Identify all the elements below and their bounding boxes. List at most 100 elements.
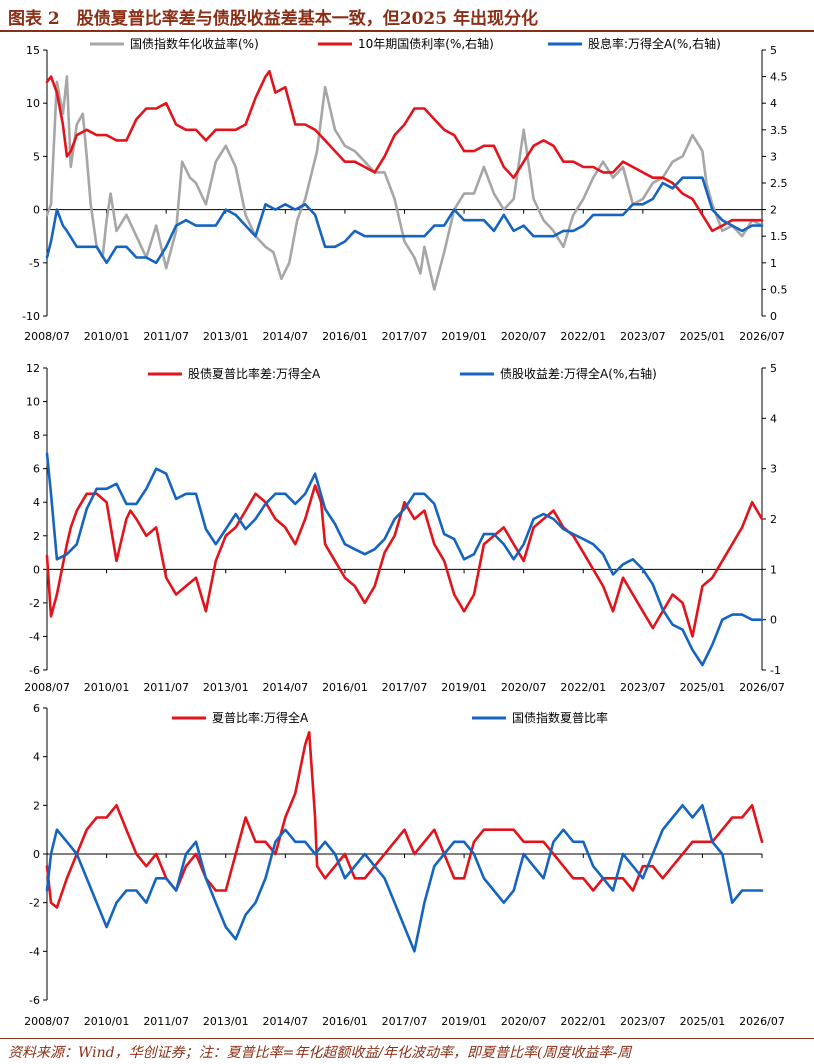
y-left-tick-label: 10 xyxy=(26,396,40,409)
x-tick-label: 2019/01 xyxy=(441,330,487,343)
y-left-tick-label: -10 xyxy=(22,310,40,323)
y-left-tick-label: 12 xyxy=(26,362,40,375)
x-tick-label: 2022/01 xyxy=(560,330,606,343)
source-note: 资料来源：Wind，华创证券；注：夏普比率=年化超额收益/年化波动率，即夏普比率… xyxy=(0,1038,814,1064)
x-tick-label: 2019/01 xyxy=(441,681,487,694)
x-tick-label: 2008/07 xyxy=(24,681,70,694)
y-left-tick-label: 0 xyxy=(33,204,40,217)
y-left-tick-label: -6 xyxy=(29,664,40,677)
legend-label-2: 10年期国债利率(%,右轴) xyxy=(358,36,494,51)
x-tick-label: 2014/07 xyxy=(262,1015,308,1028)
y-left-tick-label: 5 xyxy=(33,150,40,163)
x-tick-label: 2026/07 xyxy=(739,681,785,694)
y-right-tick-label: 3 xyxy=(770,150,777,163)
series-line-2 xyxy=(45,804,764,953)
series-line-1 xyxy=(45,731,764,909)
x-tick-label: 2013/01 xyxy=(203,330,249,343)
y-left-tick-label: -4 xyxy=(29,630,40,643)
x-tick-label: 2025/01 xyxy=(680,330,726,343)
note-rule xyxy=(0,1038,814,1039)
x-tick-label: 2016/01 xyxy=(322,330,368,343)
x-tick-label: 2022/01 xyxy=(560,681,606,694)
x-tick-label: 2026/07 xyxy=(739,330,785,343)
y-left-tick-label: -4 xyxy=(29,945,40,958)
x-tick-label: 2010/01 xyxy=(84,1015,130,1028)
x-tick-label: 2011/07 xyxy=(143,330,189,343)
x-tick-label: 2017/07 xyxy=(382,330,428,343)
x-tick-label: 2023/07 xyxy=(620,1015,666,1028)
x-tick-label: 2011/07 xyxy=(143,1015,189,1028)
series-line-2 xyxy=(45,70,764,233)
y-right-tick-label: -1 xyxy=(770,664,781,677)
y-right-tick-label: 1 xyxy=(770,257,777,270)
x-tick-label: 2011/07 xyxy=(143,681,189,694)
y-right-tick-label: 4.5 xyxy=(770,71,788,84)
x-tick-label: 2010/01 xyxy=(84,330,130,343)
x-tick-label: 2023/07 xyxy=(620,681,666,694)
y-left-tick-label: -5 xyxy=(29,257,40,270)
x-tick-label: 2025/01 xyxy=(680,1015,726,1028)
x-tick-label: 2013/01 xyxy=(203,681,249,694)
x-tick-label: 2008/07 xyxy=(24,1015,70,1028)
y-left-tick-label: 6 xyxy=(33,702,40,715)
y-right-tick-label: 2 xyxy=(770,513,777,526)
y-right-tick-label: 4 xyxy=(770,97,777,110)
y-left-tick-label: 6 xyxy=(33,463,40,476)
y-right-tick-label: 2 xyxy=(770,204,777,217)
x-tick-label: 2013/01 xyxy=(203,1015,249,1028)
legend-label-3: 股息率:万得全A(%,右轴) xyxy=(588,36,721,51)
x-tick-label: 2020/07 xyxy=(501,1015,547,1028)
x-tick-label: 2017/07 xyxy=(382,681,428,694)
y-right-tick-label: 3.5 xyxy=(770,124,788,137)
y-left-tick-label: 2 xyxy=(33,530,40,543)
y-right-tick-label: 1 xyxy=(770,563,777,576)
y-left-tick-label: 0 xyxy=(33,563,40,576)
y-right-tick-label: 5 xyxy=(770,44,777,57)
x-tick-label: 2014/07 xyxy=(262,681,308,694)
y-right-tick-label: 0 xyxy=(770,310,777,323)
x-tick-label: 2014/07 xyxy=(262,330,308,343)
x-tick-label: 2023/07 xyxy=(620,330,666,343)
source-note-text: 资料来源：Wind，华创证券；注：夏普比率=年化超额收益/年化波动率，即夏普比率… xyxy=(8,1045,632,1061)
legend-label-1: 股债夏普比率差:万得全A xyxy=(188,366,321,381)
legend-label-1: 夏普比率:万得全A xyxy=(212,710,309,725)
y-left-tick-label: 4 xyxy=(33,751,40,764)
x-tick-label: 2016/01 xyxy=(322,1015,368,1028)
x-tick-label: 2025/01 xyxy=(680,681,726,694)
chart-sharpe-ratios: 6 4 2 0 -2 -4 -6 2008/07 2010/01 2011/07 2013/01 20… xyxy=(24,702,785,1028)
y-right-tick-label: 5 xyxy=(770,362,777,375)
legend-label-2: 国债指数夏普比率 xyxy=(512,710,608,725)
y-left-tick-label: 2 xyxy=(33,799,40,812)
y-left-tick-label: -2 xyxy=(29,597,40,610)
legend-label-1: 国债指数年化收益率(%) xyxy=(130,36,259,51)
x-tick-label: 2019/01 xyxy=(441,1015,487,1028)
series-line-3 xyxy=(45,176,764,265)
x-tick-label: 2020/07 xyxy=(501,681,547,694)
x-tick-label: 2020/07 xyxy=(501,330,547,343)
title-bar: 图表 2 股债夏普比率差与债股收益差基本一致，但2025 年出现分化 xyxy=(0,0,814,32)
x-tick-label: 2008/07 xyxy=(24,330,70,343)
figure-title: 图表 2 股债夏普比率差与债股收益差基本一致，但2025 年出现分化 xyxy=(8,9,538,29)
y-left-tick-label: 15 xyxy=(26,44,40,57)
y-right-tick-label: 3 xyxy=(770,463,777,476)
y-right-tick-label: 0.5 xyxy=(770,283,788,296)
y-right-tick-label: 1.5 xyxy=(770,230,788,243)
title-rule xyxy=(0,30,814,32)
y-left-tick-label: -2 xyxy=(29,897,40,910)
y-left-tick-label: 8 xyxy=(33,429,40,442)
y-right-tick-label: 2.5 xyxy=(770,177,788,190)
x-tick-label: 2017/07 xyxy=(382,1015,428,1028)
series-line-2 xyxy=(45,452,764,667)
legend-label-2: 债股收益差:万得全A(%,右轴) xyxy=(500,366,657,381)
y-left-tick-label: -6 xyxy=(29,994,40,1007)
x-tick-label: 2022/01 xyxy=(560,1015,606,1028)
y-left-tick-label: 0 xyxy=(33,848,40,861)
y-left-tick-label: 10 xyxy=(26,97,40,110)
chart-dividend-yield-vs-bond: 15 10 5 0 -5 -10 5 4.5 4 3.5 3 2.5 2 1.5 1 0.5 0 2008/07 2… xyxy=(22,36,788,343)
series-line-1 xyxy=(45,484,764,638)
y-right-tick-label: 4 xyxy=(770,412,777,425)
x-tick-label: 2010/01 xyxy=(84,681,130,694)
y-left-tick-label: 4 xyxy=(33,496,40,509)
x-tick-label: 2026/07 xyxy=(739,1015,785,1028)
